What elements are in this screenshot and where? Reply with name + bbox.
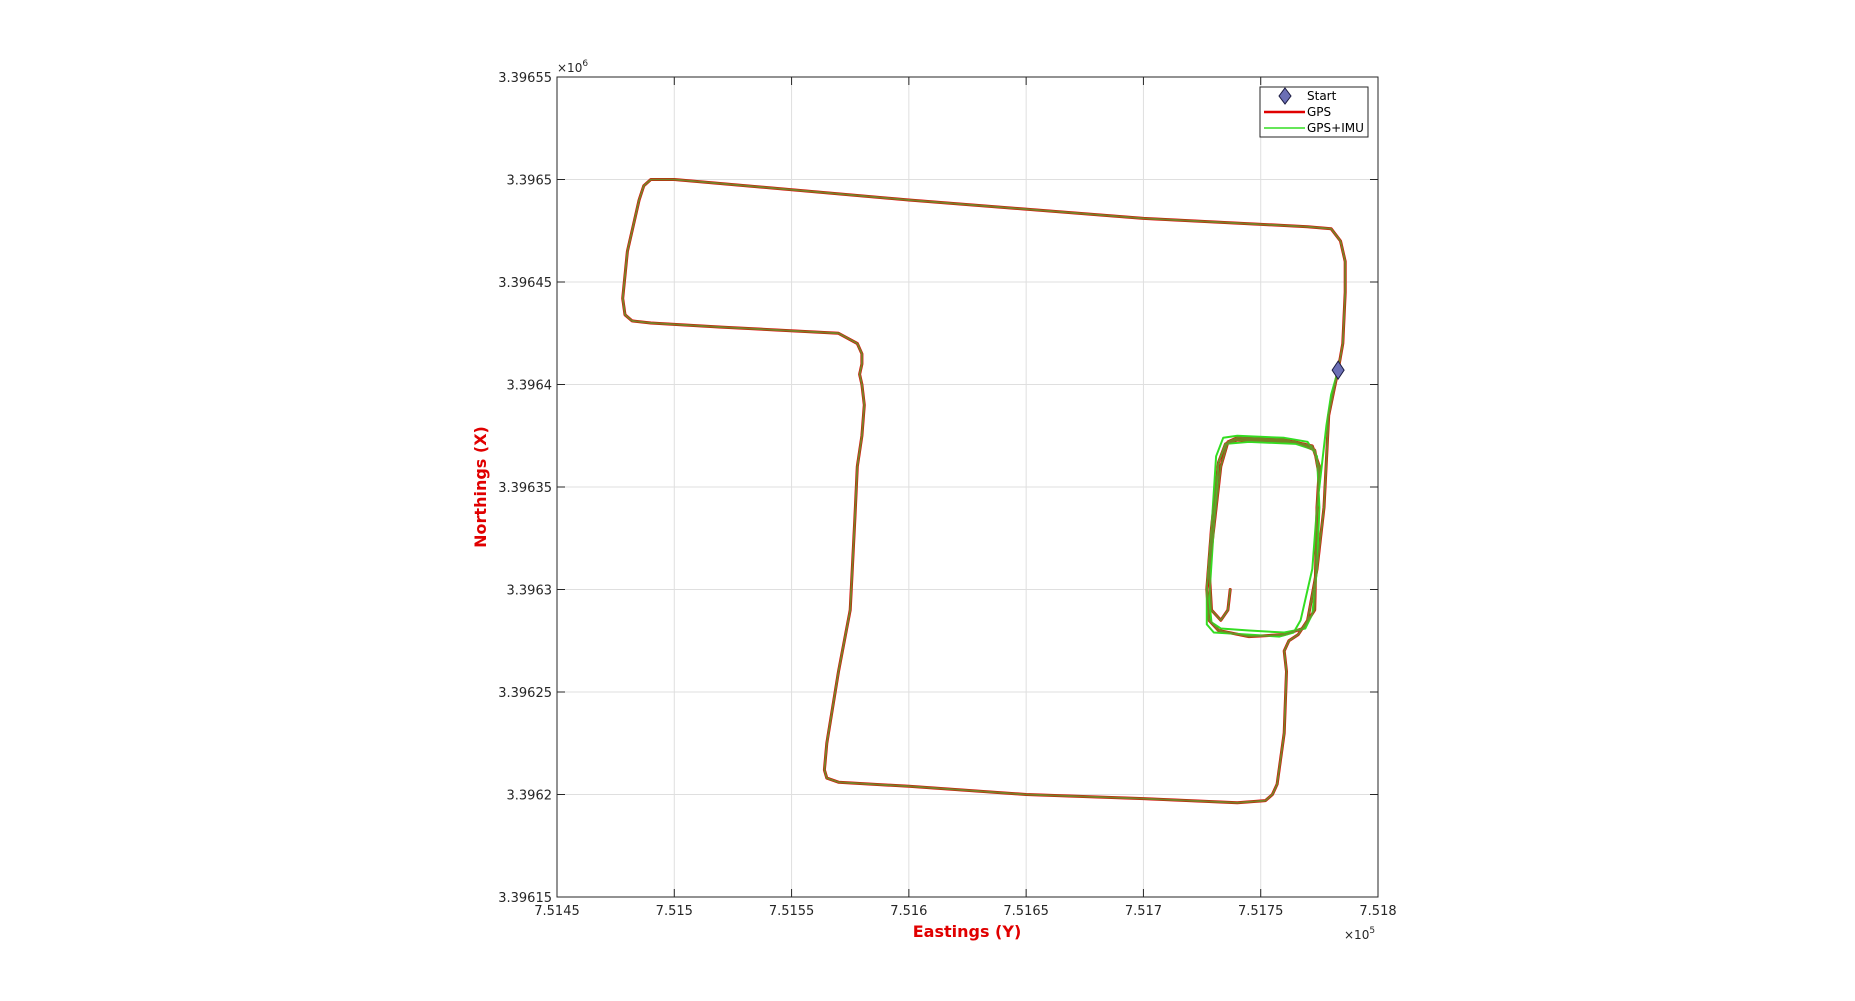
- y-tick-label: 3.39635: [498, 481, 552, 496]
- series-layer: [621, 178, 1347, 805]
- gps-series-overlay: [1205, 436, 1321, 638]
- x-tick-label: 7.5145: [534, 904, 580, 919]
- x-axis-label: Eastings (Y): [913, 922, 1022, 941]
- legend-start-marker-icon: [1278, 87, 1292, 105]
- y-tick-label: 3.39655: [498, 71, 552, 86]
- y-tick-label: 3.39615: [498, 891, 552, 906]
- x-tick-label: 7.5155: [769, 904, 815, 919]
- legend-start-label: Start: [1307, 89, 1337, 103]
- start-marker: [1331, 360, 1345, 381]
- x-tick-label: 7.518: [1359, 904, 1396, 919]
- legend-gps-imu-label: GPS+IMU: [1307, 121, 1364, 135]
- x-multiplier-base: ×10: [1344, 928, 1369, 942]
- x-axis-ticks: 7.5145 7.515 7.5155 7.516 7.5165 7.517 7.5175 7…: [534, 77, 1397, 919]
- x-multiplier-exponent: 5: [1369, 926, 1375, 936]
- y-tick-label: 3.3965: [507, 174, 553, 189]
- y-tick-label: 3.39625: [498, 686, 552, 701]
- x-tick-label: 7.5175: [1238, 904, 1284, 919]
- y-axis-ticks: 3.39615 3.3962 3.39625 3.3963 3.39635 3.3964 3…: [498, 71, 1378, 906]
- y-axis-multiplier: ×106: [557, 59, 588, 75]
- gps-series-overlay: [621, 178, 1347, 804]
- x-tick-label: 7.515: [656, 904, 693, 919]
- y-tick-label: 3.39645: [498, 276, 552, 291]
- x-axis-multiplier: ×105: [1344, 926, 1375, 942]
- legend-gps-label: GPS: [1307, 105, 1331, 119]
- x-tick-label: 7.5165: [1003, 904, 1049, 919]
- y-tick-label: 3.3962: [507, 789, 553, 804]
- y-tick-label: 3.3963: [507, 584, 553, 599]
- legend: Start GPS GPS+IMU: [1259, 86, 1369, 138]
- x-tick-label: 7.517: [1125, 904, 1162, 919]
- y-multiplier-base: ×10: [557, 61, 582, 75]
- y-axis-label: Northings (X): [471, 426, 490, 548]
- x-tick-label: 7.516: [890, 904, 927, 919]
- y-tick-label: 3.3964: [507, 379, 553, 394]
- y-multiplier-exponent: 6: [582, 59, 588, 69]
